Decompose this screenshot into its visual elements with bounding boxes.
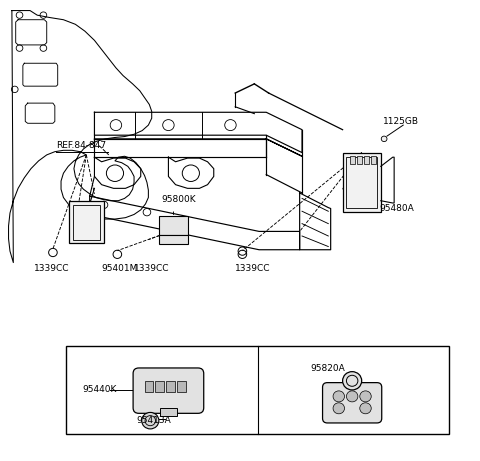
Bar (155, 381, 164, 392)
FancyBboxPatch shape (133, 368, 204, 414)
Circle shape (347, 391, 358, 402)
Bar (343, 153, 381, 212)
Bar (73, 205, 100, 240)
Text: REF.84-847: REF.84-847 (56, 141, 107, 150)
Bar (159, 235, 188, 244)
Text: 95480A: 95480A (380, 204, 415, 213)
Bar (347, 157, 377, 207)
Circle shape (333, 391, 345, 402)
Text: 1339CC: 1339CC (134, 264, 169, 272)
Bar (364, 156, 369, 164)
Text: 1339CC: 1339CC (235, 264, 271, 272)
FancyBboxPatch shape (323, 383, 382, 423)
Text: 1339CC: 1339CC (34, 264, 69, 272)
Text: 95413A: 95413A (136, 416, 171, 425)
Bar (166, 381, 175, 392)
Circle shape (142, 413, 159, 429)
Bar (371, 156, 376, 164)
Bar (144, 381, 153, 392)
Circle shape (381, 136, 387, 142)
Text: 95401M: 95401M (102, 264, 138, 272)
Bar (177, 381, 186, 392)
Text: 1125GB: 1125GB (383, 117, 419, 126)
Bar (357, 156, 362, 164)
Circle shape (360, 403, 371, 414)
Text: 95820A: 95820A (311, 364, 346, 373)
Bar (160, 408, 177, 416)
Bar (159, 216, 188, 235)
Text: 95800K: 95800K (161, 195, 196, 204)
Bar (66, 346, 449, 434)
Bar (350, 156, 355, 164)
Bar (69, 201, 104, 243)
Text: 95440K: 95440K (83, 385, 117, 395)
Circle shape (343, 372, 362, 390)
Circle shape (333, 403, 345, 414)
Circle shape (360, 391, 371, 402)
